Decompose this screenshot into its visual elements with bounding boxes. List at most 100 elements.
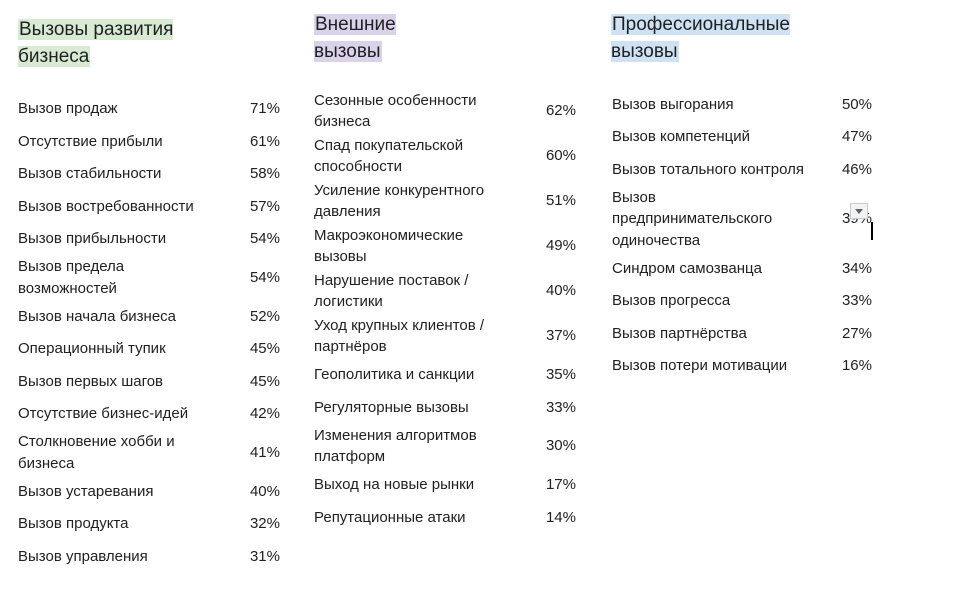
row-label: Спад покупательской способности xyxy=(314,136,464,176)
row: Вызов первых шагов 45% xyxy=(18,365,280,398)
row-value: 60% xyxy=(545,147,576,165)
row-label: Макроэкономические вызовы xyxy=(314,226,464,266)
row-value: 54% xyxy=(249,268,280,286)
row: Вызов предела возможностей 54% xyxy=(18,255,280,300)
row-value: 47% xyxy=(841,128,872,145)
row-label: Вызов продукта xyxy=(18,515,129,532)
row-value: 46% xyxy=(841,160,872,178)
row: Регуляторные вызовы 33% xyxy=(314,391,576,424)
row-value: 31% xyxy=(249,547,280,565)
row: Вызов выгорания 50% xyxy=(612,88,872,121)
row-label: Вызов первых шагов xyxy=(18,372,164,390)
row-value: 34% xyxy=(841,259,872,277)
row: Сезонные особенности бизнеса 62% xyxy=(314,89,576,134)
row: Усиление конкурентного давления 51% xyxy=(314,179,576,224)
group-title: Внешние вызовы xyxy=(314,11,434,65)
row: Вызов компетенций 47% xyxy=(612,121,872,154)
row: Синдром самозванца 34% xyxy=(612,252,872,285)
row: Вызов прогресса 33% xyxy=(612,285,872,318)
row-value: 35% xyxy=(545,366,576,383)
row: Столкновение хобби и бизнеса 41% xyxy=(18,430,280,475)
rows: Сезонные особенности бизнеса 62% Спад поку… xyxy=(314,89,576,534)
row-value: 50% xyxy=(841,95,872,113)
row-value: 71% xyxy=(249,100,280,117)
row: Репутационные атаки 14% xyxy=(314,501,576,534)
row-label: Вызов стабильности xyxy=(18,165,162,182)
row-label: Усиление конкурентного давления xyxy=(314,181,485,221)
row-value: 45% xyxy=(249,372,280,390)
row-value: 30% xyxy=(545,437,576,455)
row: Вызов востребованности 57% xyxy=(18,190,280,223)
row: Операционный тупик 45% xyxy=(18,333,280,366)
row-label: Вызов управления xyxy=(18,547,148,565)
row: Спад покупательской способности 60% xyxy=(314,134,576,179)
row-label: Вызов прибыльности xyxy=(18,230,167,247)
row-label: Вызов предпринимательского одиночества xyxy=(612,188,773,249)
row-value: 37% xyxy=(545,327,576,345)
row-value: 41% xyxy=(249,443,280,461)
rows: Вызов продаж 71% Отсутствие прибыли 61% Вызо… xyxy=(18,93,280,573)
row-label: Сезонные особенности бизнеса xyxy=(314,91,477,131)
group-title: Профессиональные вызовы xyxy=(611,11,811,65)
row-label: Отсутствие прибыли xyxy=(18,132,163,150)
row-label: Столкновение хобби и бизнеса xyxy=(18,433,175,472)
row-value: 45% xyxy=(249,340,280,357)
row: Вызов предпринимательского одиночества39… xyxy=(612,186,872,253)
row: Вызов устаревания 40% xyxy=(18,475,280,508)
row-value: 61% xyxy=(249,132,280,150)
row-value: 17% xyxy=(545,476,576,493)
row: Вызов продукта 32% xyxy=(18,508,280,541)
row-value: 40% xyxy=(545,282,576,300)
row-value: 62% xyxy=(545,102,576,120)
row: Макроэкономические вызовы 49% xyxy=(314,224,576,269)
row-label: Вызов тотального контроля xyxy=(612,160,805,178)
row-label: Вызов выгорания xyxy=(612,95,734,113)
row-value: 14% xyxy=(545,508,576,526)
row: Геополитика и санкции 35% xyxy=(314,359,576,392)
row-label: Изменения алгоритмов платформ xyxy=(314,426,477,466)
row-label: Вызов партнёрства xyxy=(612,324,747,342)
row-label: Регуляторные вызовы xyxy=(314,398,469,416)
row-label: Вызов потери мотивации xyxy=(612,357,788,374)
row: Вызов прибыльности 54% xyxy=(18,223,280,256)
row-label: Уход крупных клиентов / партнёров xyxy=(314,316,485,356)
row-value: 33% xyxy=(841,292,872,309)
rows: Вызов выгорания 50% Вызов компетенций 47% Вы… xyxy=(612,88,872,382)
row: Вызов стабильности 58% xyxy=(18,158,280,191)
row: Уход крупных клиентов / партнёров 37% xyxy=(314,314,576,359)
row-value: 40% xyxy=(249,482,280,500)
row: Вызов тотального контроля 46% xyxy=(612,153,872,186)
row-value: 16% xyxy=(841,357,872,374)
row-value: 33% xyxy=(545,398,576,416)
row-label: Вызов компетенций xyxy=(612,128,751,145)
row-value: 57% xyxy=(249,197,280,215)
row-value: 27% xyxy=(841,324,872,342)
row: Вызов управления 31% xyxy=(18,540,280,573)
row-label: Репутационные атаки xyxy=(314,508,466,526)
row: Выход на новые рынки 17% xyxy=(314,469,576,502)
row-label: Отсутствие бизнес-идей xyxy=(18,405,189,422)
row-label: Вызов продаж xyxy=(18,100,118,117)
row-label: Операционный тупик xyxy=(18,340,166,357)
row-value: 58% xyxy=(249,165,280,182)
row-label: Вызов прогресса xyxy=(612,292,731,309)
row: Отсутствие прибыли 61% xyxy=(18,125,280,158)
row-label: Вызов начала бизнеса xyxy=(18,307,177,325)
row-value: 49% xyxy=(545,237,576,255)
row: Изменения алгоритмов платформ 30% xyxy=(314,424,576,469)
row-label: Синдром самозванца xyxy=(612,259,762,277)
group-title-text: Профессиональные вызовы xyxy=(611,14,790,62)
row-label: Геополитика и санкции xyxy=(314,366,475,383)
row-label: Нарушение поставок / логистики xyxy=(314,271,469,311)
row: Вызов партнёрства 27% xyxy=(612,317,872,350)
row-label: Вызов устаревания xyxy=(18,482,154,500)
row: Нарушение поставок / логистики 40% xyxy=(314,269,576,314)
row: Вызов начала бизнеса 52% xyxy=(18,300,280,333)
row-value: 54% xyxy=(249,230,280,247)
dropdown-icon[interactable] xyxy=(850,203,868,219)
group-title-text: Вызовы развития бизнеса xyxy=(18,19,174,67)
row-label: Вызов предела возможностей xyxy=(18,258,125,297)
row-value: 52% xyxy=(249,307,280,325)
row: Отсутствие бизнес-идей 42% xyxy=(18,398,280,431)
row-label: Вызов востребованности xyxy=(18,197,194,215)
